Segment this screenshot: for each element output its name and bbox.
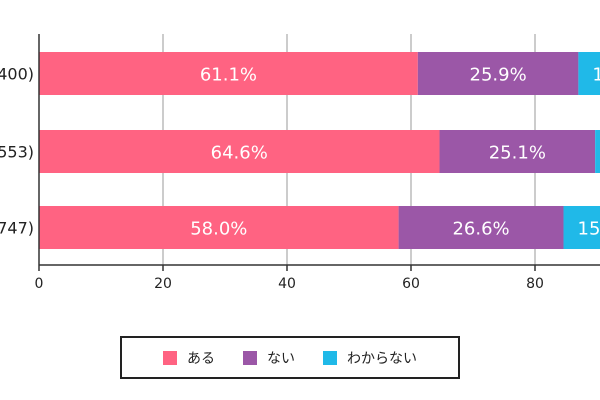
category-label-0: 400): [0, 65, 34, 84]
legend-label-nai: ない: [267, 350, 295, 367]
x-tick-label-0: 0: [35, 276, 44, 292]
data-label-0-1: 64.6%: [211, 143, 268, 164]
data-label-0-2: 58.0%: [190, 219, 247, 240]
bar-segment-1-0: [417, 52, 579, 95]
legend: ある ない わからない: [120, 336, 460, 379]
category-label-1: 553): [0, 143, 34, 162]
x-tick-label-4: 80: [526, 276, 544, 292]
data-label-0-0: 61.1%: [200, 65, 257, 86]
bar-segment-1-2: [398, 206, 564, 249]
x-tick-label-2: 40: [278, 276, 296, 292]
legend-swatch-aru: [163, 350, 177, 365]
bar-segment-0-0: [39, 52, 418, 95]
legend-swatch-wakaranai: [323, 350, 337, 365]
legend-label-wakaranai: わからない: [347, 350, 417, 367]
category-label-2: 747): [0, 219, 34, 238]
data-label-1-1: 25.1%: [489, 143, 546, 164]
bar-segment-2-2: [563, 206, 600, 249]
x-tick-label-3: 60: [402, 276, 420, 292]
data-label-1-2: 26.6%: [452, 219, 509, 240]
data-label-2-0: 1: [592, 65, 600, 86]
bar-segment-0-1: [39, 130, 440, 173]
bar-segment-2-1: [595, 130, 600, 173]
legend-swatch-nai: [243, 350, 257, 365]
x-tick-label-1: 20: [154, 276, 172, 292]
bar-segment-0-2: [39, 206, 399, 249]
data-label-2-2: 15: [578, 219, 600, 240]
bar-segment-1-1: [439, 130, 596, 173]
legend-item-aru: ある: [163, 348, 215, 368]
legend-label-aru: ある: [187, 350, 215, 367]
bar-segment-2-0: [578, 52, 600, 95]
legend-item-nai: ない: [243, 348, 295, 368]
data-label-1-0: 25.9%: [470, 65, 527, 86]
legend-item-wakaranai: わからない: [323, 348, 417, 368]
